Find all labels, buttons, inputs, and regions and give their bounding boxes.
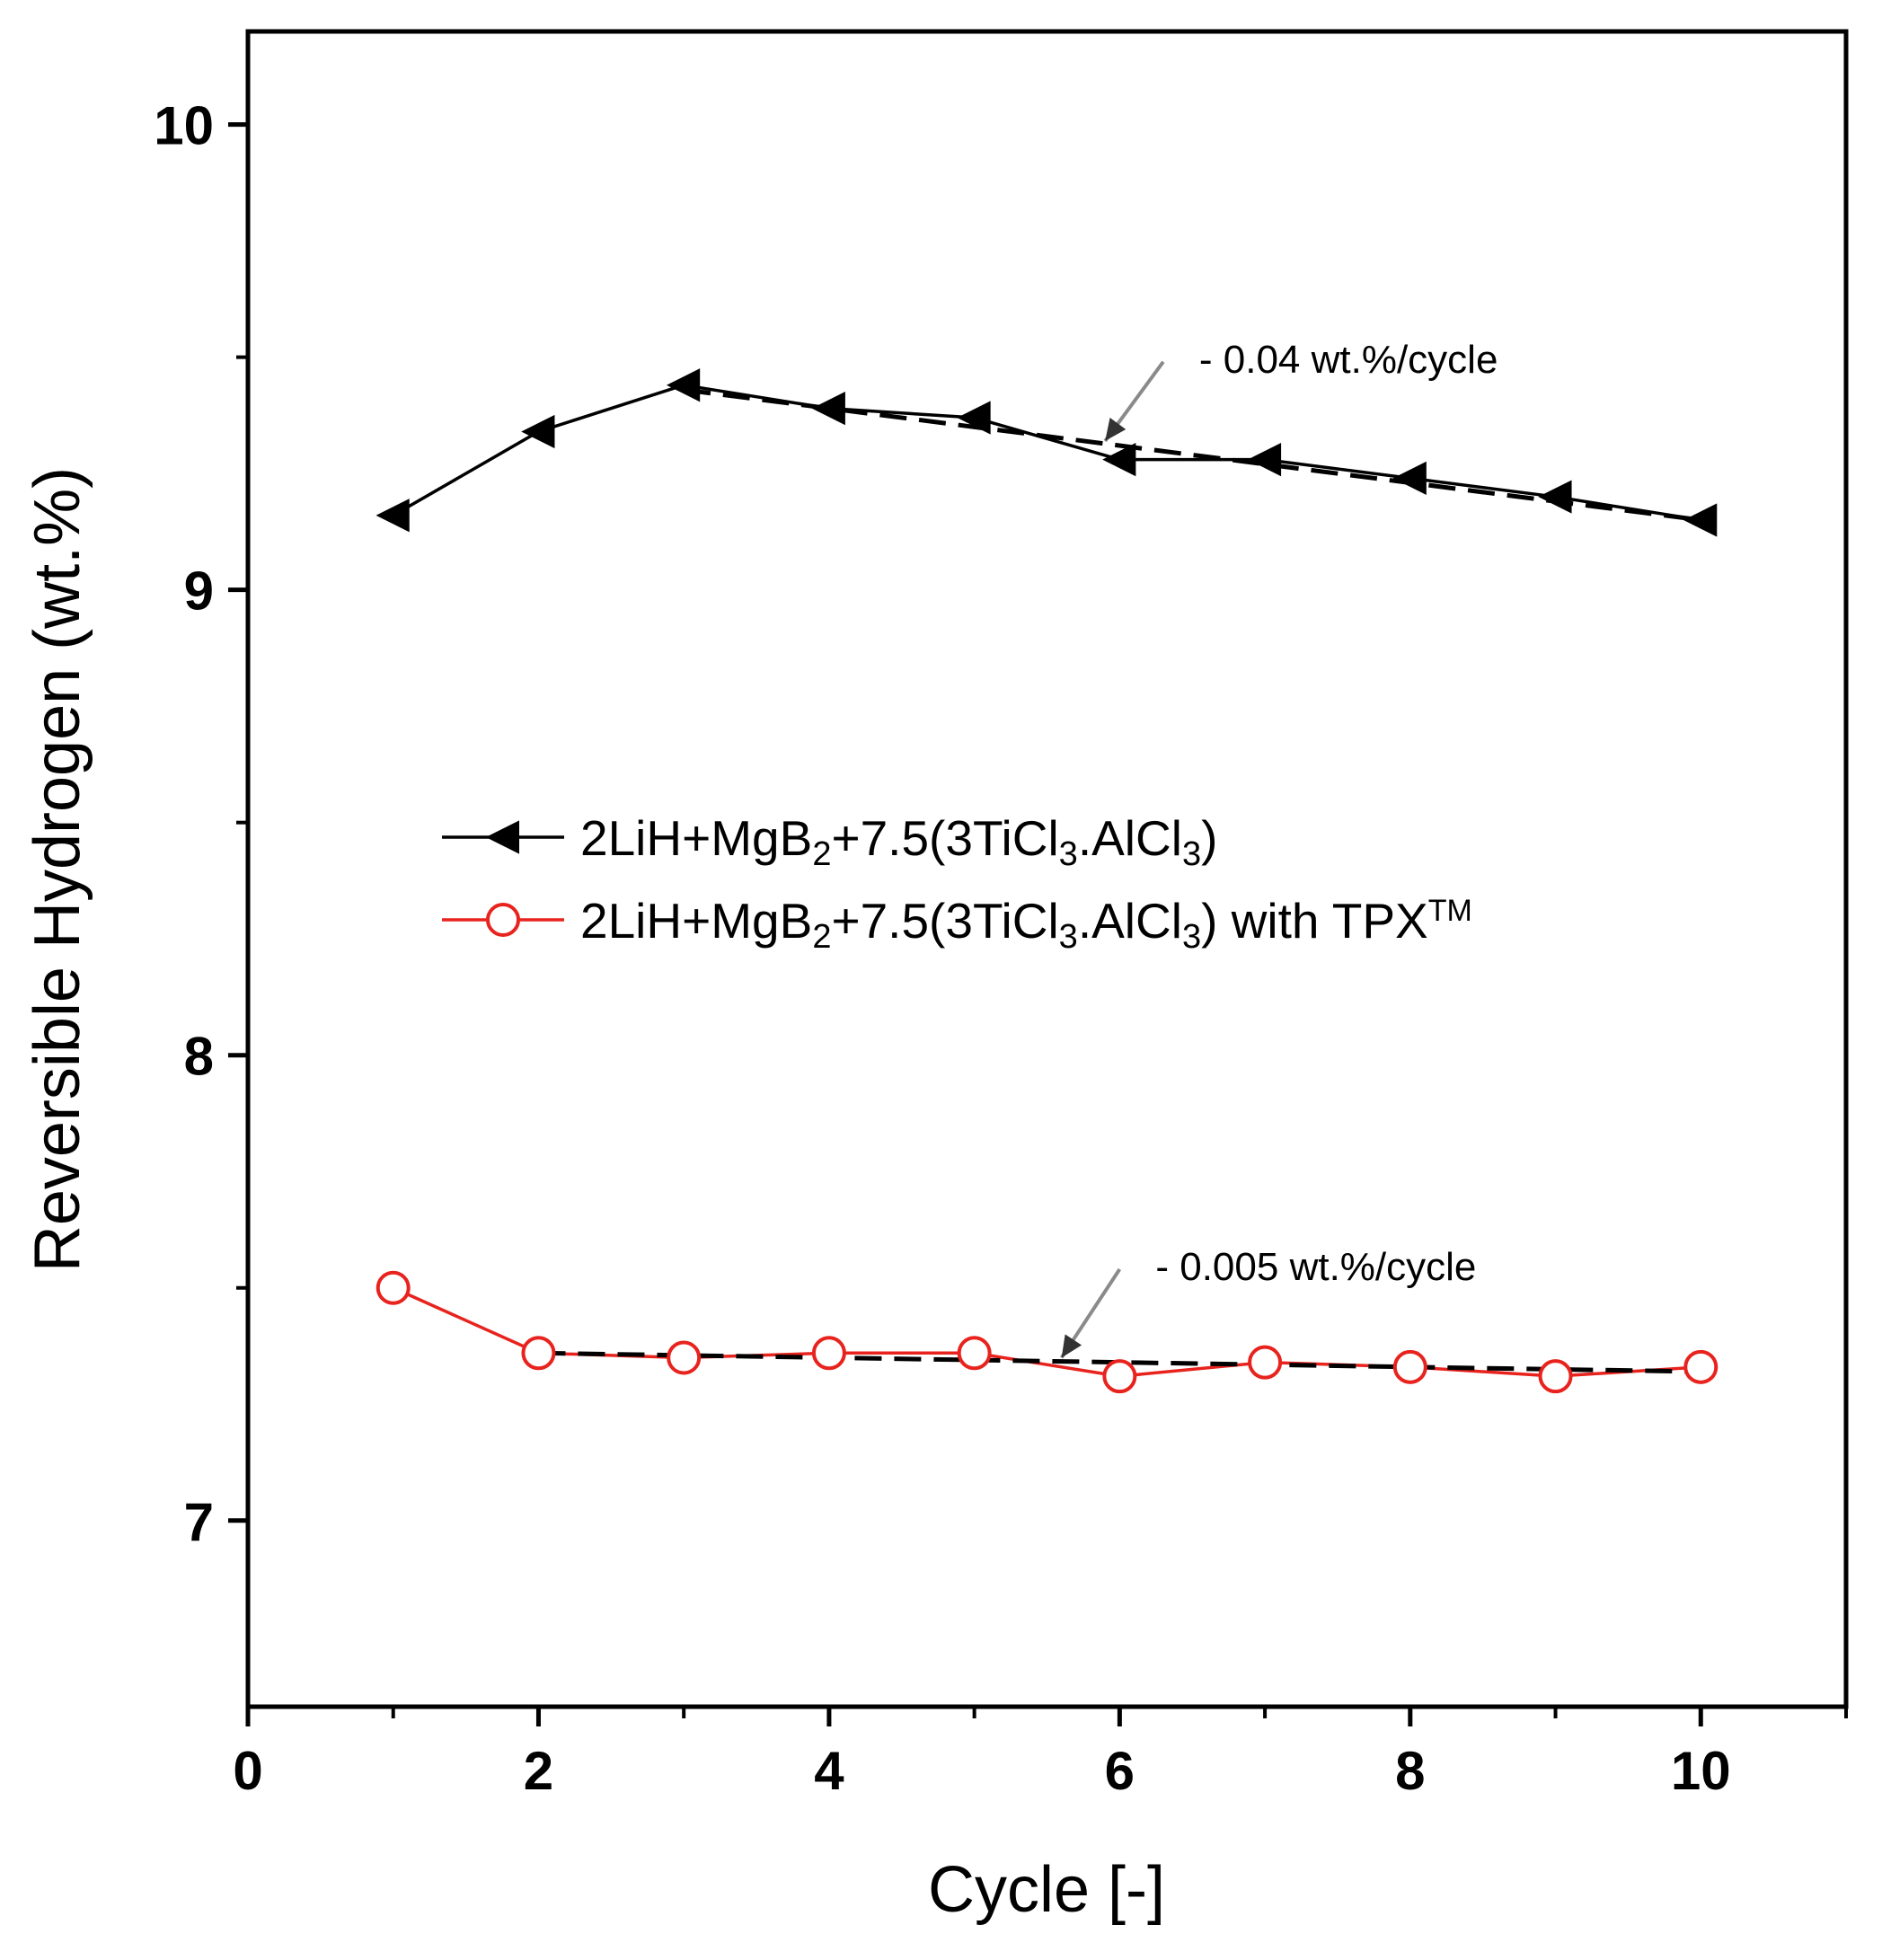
y-tick-label: 10 — [154, 96, 214, 156]
y-tick-label: 7 — [184, 1492, 214, 1552]
axes-ticks: 0 2 4 6 8 10 7 8 9 10 — [154, 96, 1848, 1801]
x-tick-label: 4 — [814, 1741, 844, 1801]
series-1-point — [1683, 503, 1718, 537]
series-1-point — [1247, 442, 1282, 477]
legend-label-part: 2LiH+MgB — [580, 810, 812, 866]
plot-content: - 0.04 wt.%/cycle - 0.005 wt.%/cycle — [376, 338, 1719, 1394]
series-1-point — [376, 499, 410, 533]
series-2-line — [393, 1286, 1701, 1378]
legend-label-part: TM — [1428, 894, 1472, 928]
series-2-point — [1538, 1359, 1573, 1394]
x-tick-label: 10 — [1671, 1741, 1731, 1801]
series-1-point — [1538, 480, 1572, 514]
legend-label-part: .AlCl — [1078, 810, 1182, 866]
series-2-point — [1102, 1359, 1137, 1394]
annotation-label: - 0.04 wt.%/cycle — [1199, 338, 1498, 382]
series-2-point — [1392, 1349, 1427, 1384]
series-2-point — [1248, 1345, 1283, 1380]
legend-label-part: 3 — [1182, 918, 1201, 956]
series-2-point — [1683, 1349, 1719, 1384]
y-axis-label: Reversible Hydrogen (wt.%) — [22, 467, 93, 1272]
annotation-arrow-head — [1105, 418, 1127, 441]
legend-label-part: 3 — [1059, 918, 1078, 956]
y-tick-label: 9 — [184, 561, 214, 622]
y-tick-label: 8 — [184, 1027, 214, 1087]
legend-label-part: +7.5(3TiCl — [831, 893, 1058, 949]
series-1-point — [811, 392, 845, 426]
series-1-point — [666, 368, 701, 402]
series-2-point — [521, 1336, 556, 1371]
legend-label-part: 2 — [812, 835, 831, 873]
x-tick-label: 2 — [524, 1741, 553, 1801]
legend-label-part: 3 — [1059, 835, 1078, 873]
legend-label-part: 2LiH+MgB — [580, 893, 812, 949]
series-2-point — [811, 1336, 846, 1371]
x-axis-label: Cycle [-] — [928, 1854, 1165, 1926]
series-1-point — [1102, 442, 1136, 477]
series-2-point — [667, 1340, 702, 1375]
series-1-point — [957, 401, 991, 435]
x-tick-label: 8 — [1395, 1741, 1425, 1801]
legend-2-marker — [486, 903, 520, 937]
series-1-line — [392, 383, 1701, 522]
legend-label-part: ) with TPX — [1201, 893, 1428, 949]
x-tick-label: 0 — [233, 1741, 262, 1801]
legend-1-label: 2LiH+MgB2+7.5(3TiCl3.AlCl3) — [580, 810, 1217, 873]
legend-label-part: ) — [1201, 810, 1217, 866]
legend-label-part: 2 — [812, 918, 831, 956]
fit-line-1 — [683, 387, 1701, 523]
fit-line-2 — [538, 1350, 1701, 1374]
legend-1-marker — [485, 820, 519, 854]
series-1-point — [521, 414, 555, 449]
legend-label-part: 3 — [1182, 835, 1201, 873]
annotation-arrow-head — [1061, 1334, 1082, 1358]
legend-label-part: .AlCl — [1078, 893, 1182, 949]
legend-label-part: +7.5(3TiCl — [831, 810, 1058, 866]
series-2-point — [376, 1270, 411, 1305]
series-1-point — [1392, 461, 1427, 495]
plot-frame — [245, 29, 1849, 1709]
x-tick-label: 6 — [1105, 1741, 1135, 1801]
legend-2-label: 2LiH+MgB2+7.5(3TiCl3.AlCl3) with TPXTM — [580, 893, 1472, 956]
series-2-point — [957, 1336, 992, 1371]
annotation-label: - 0.005 wt.%/cycle — [1155, 1245, 1476, 1289]
legend: 2LiH+MgB2+7.5(3TiCl3.AlCl3)2LiH+MgB2+7.5… — [442, 810, 1472, 956]
